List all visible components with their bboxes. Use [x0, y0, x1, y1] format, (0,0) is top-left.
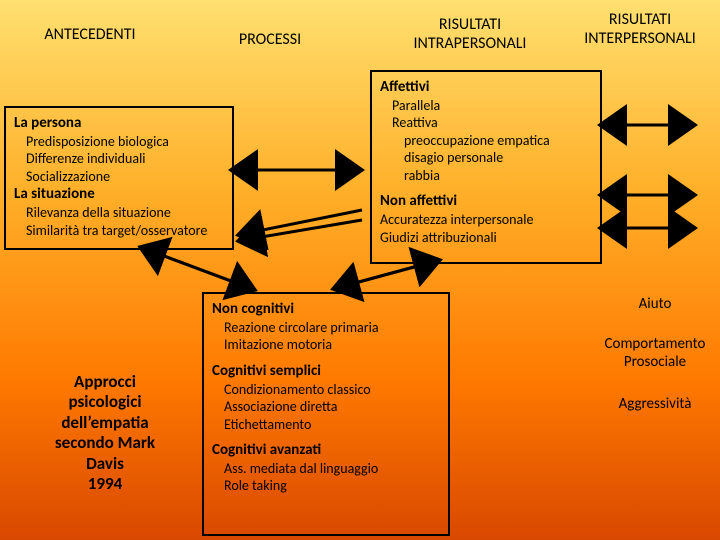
box-line: Similarità tra target/osservatore	[26, 222, 224, 240]
box-line: rabbia	[404, 167, 592, 185]
diagram-root: { "background": { "gradient_colors": ["#…	[0, 0, 720, 540]
title-line: Approcci	[30, 372, 180, 392]
arrow	[238, 210, 362, 235]
title-line: 1994	[30, 474, 180, 494]
box-heading: Affettivi	[380, 78, 592, 97]
box-heading: Cognitivi avanzati	[212, 441, 440, 460]
box-line: Differenze individuali	[26, 150, 224, 168]
box-line: Predisposizione biologica	[26, 133, 224, 151]
box-line: Rilevanza della situazione	[26, 204, 224, 222]
box-line	[212, 433, 440, 441]
title-line: dell’empatia	[30, 413, 180, 433]
header-antecedenti: ANTECEDENTI	[20, 25, 160, 44]
box-line: Condizionamento classico	[224, 381, 440, 399]
header-interpersonali: RISULTATI INTERPERSONALI	[560, 10, 720, 48]
box-line: Associazione diretta	[224, 398, 440, 416]
outcome-aggressivita: Aggressività	[600, 395, 710, 413]
box-line: Reattiva	[392, 114, 592, 132]
outcome-aiuto: Aiuto	[600, 295, 710, 313]
header-intrapersonali-l2: INTRAPERSONALI	[414, 34, 527, 53]
arrow	[238, 220, 362, 241]
box-line: disagio personale	[404, 149, 592, 167]
box-heading: Cognitivi semplici	[212, 362, 440, 381]
box-line: Imitazione motoria	[224, 336, 440, 354]
title-line: psicologici	[30, 392, 180, 412]
box-heading: La situazione	[14, 185, 224, 204]
title-davis-model: Approccipsicologicidell’empatiasecondo M…	[30, 372, 180, 494]
outcome-prosociale-l1: Comportamento	[605, 335, 706, 353]
box-line: Parallela	[392, 97, 592, 115]
box-line: preoccupazione empatica	[404, 132, 592, 150]
box-processi: Non cognitiviReazione circolare primaria…	[202, 292, 450, 536]
box-intrapersonal: AffettiviParallelaReattivapreoccupazione…	[370, 70, 602, 264]
arrow	[140, 247, 255, 290]
box-heading: Non affettivi	[380, 192, 592, 211]
box-line: Accuratezza interpersonale	[380, 211, 592, 229]
box-line: Socializzazione	[26, 168, 224, 186]
box-line: Ass. mediata dal linguaggio	[224, 460, 440, 478]
outcome-prosociale-l2: Prosociale	[624, 353, 686, 371]
box-line	[380, 184, 592, 192]
header-intrapersonali: RISULTATI INTRAPERSONALI	[370, 15, 570, 53]
title-line: Davis	[30, 454, 180, 474]
header-intrapersonali-l1: RISULTATI	[439, 15, 501, 34]
box-line: Role taking	[224, 477, 440, 495]
arrow	[333, 260, 440, 289]
header-interpersonali-l1: RISULTATI	[609, 10, 671, 29]
outcome-prosociale: Comportamento Prosociale	[580, 335, 720, 371]
header-interpersonali-l2: INTERPERSONALI	[584, 29, 696, 48]
arrow	[333, 260, 440, 289]
box-antecedenti: La personaPredisposizione biologicaDiffe…	[4, 106, 234, 250]
box-heading: La persona	[14, 114, 224, 133]
box-line: Reazione circolare primaria	[224, 319, 440, 337]
box-line: Giudizi attribuzionali	[380, 229, 592, 247]
box-heading: Non cognitivi	[212, 300, 440, 319]
header-processi: PROCESSI	[220, 30, 320, 49]
arrow	[140, 247, 255, 290]
box-line: Etichettamento	[224, 416, 440, 434]
title-line: secondo Mark	[30, 433, 180, 453]
box-line	[212, 354, 440, 362]
